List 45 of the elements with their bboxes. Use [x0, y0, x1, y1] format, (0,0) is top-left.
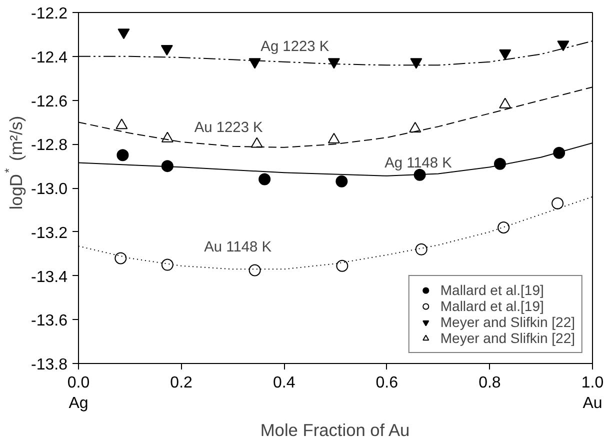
y-tick-label: -12.8	[31, 137, 68, 154]
point	[114, 252, 127, 264]
y-axis-title: logD* (m²/s)	[2, 116, 26, 210]
x-tick-label: 0.2	[170, 374, 193, 392]
x-tick-label: 0.6	[376, 374, 398, 392]
y-tick-label: -12.6	[31, 93, 68, 110]
annotation: Ag 1223 K	[260, 38, 330, 55]
point	[498, 222, 510, 234]
point	[258, 173, 271, 186]
point	[116, 149, 129, 162]
legend-label: Meyer and Slifkin [22]	[440, 330, 575, 346]
point	[552, 197, 564, 210]
y-tick-label: -13.8	[31, 356, 68, 374]
y-tick-label: -12.2	[31, 6, 68, 22]
y-tick-label: -13.4	[31, 268, 68, 286]
legend-label: Meyer and Slifkin [22]	[440, 314, 575, 330]
y-tick-label: -13.6	[31, 312, 68, 330]
legend-label: Mallard et al.[19]	[440, 298, 544, 314]
point	[161, 160, 174, 172]
x-tick-label: 0.0 Ag	[67, 374, 90, 412]
point	[248, 264, 261, 276]
point	[494, 158, 506, 170]
x-tick-label: 0.8	[478, 374, 501, 392]
y-tick-label: -12.4	[31, 49, 68, 66]
point	[161, 258, 174, 271]
point	[118, 28, 130, 40]
y-tick-label: -13.0	[31, 181, 68, 198]
point	[160, 45, 173, 56]
annotation: Au 1223 K	[194, 120, 264, 136]
point	[557, 40, 570, 52]
annotation: Ag 1148 K	[384, 155, 452, 172]
point	[328, 58, 340, 69]
point	[410, 58, 422, 69]
point	[553, 146, 566, 159]
x-tick-label: 1.0 Au	[581, 374, 604, 412]
x-tick-label: 0.4	[272, 374, 296, 392]
x-axis-title: Mole Fraction of Au	[260, 420, 410, 440]
point	[248, 58, 261, 69]
point	[415, 243, 428, 256]
y-tick-label: -13.2	[31, 224, 68, 242]
point	[336, 175, 348, 188]
legend-label: Mallard et al.[19]	[440, 282, 544, 298]
point	[336, 260, 348, 272]
annotation: Au 1148 K	[204, 239, 272, 256]
point	[499, 49, 512, 60]
